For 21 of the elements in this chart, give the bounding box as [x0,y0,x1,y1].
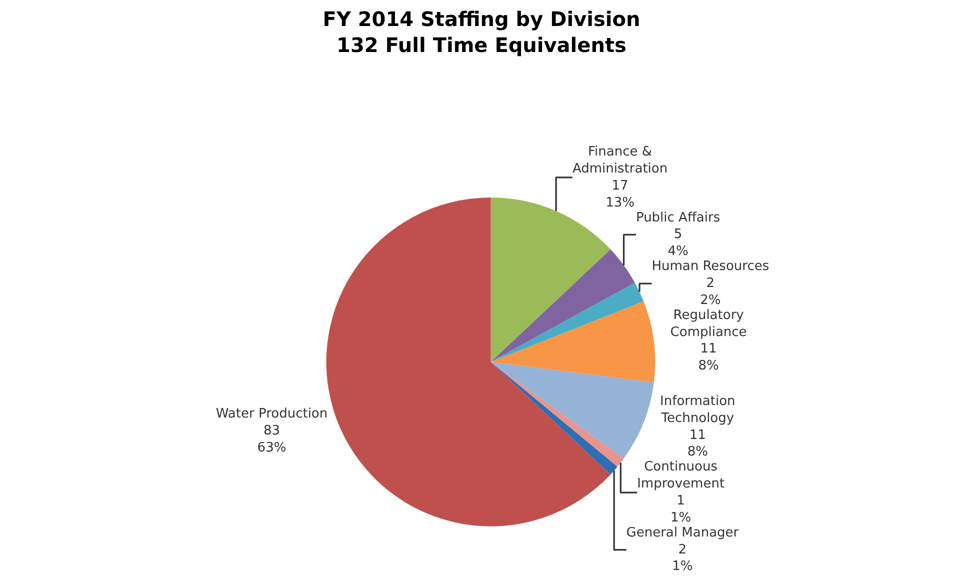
slice-label: Public Affairs [636,210,720,226]
slice-label: General Manager [626,525,740,540]
slice-label: Water Production [216,406,328,422]
slice-label: Finance & Administration [572,144,668,177]
pie-slice [490,282,644,362]
slice-label: Regulatory Compliance [670,308,747,340]
data-label: 2 2% [700,276,721,308]
data-label: 11 8% [687,428,708,460]
pie-slice [490,362,654,459]
slice-label: Human Resources [652,259,770,274]
pie-slice [490,249,635,362]
data-label: 1 1% [670,494,692,526]
data-label: 2 1% [672,542,693,574]
slice-label: Continuous Improvement [637,460,725,492]
data-label: 17 13% [606,178,634,210]
data-label: 5 4% [668,227,688,260]
data-label: 83 63% [257,424,286,456]
data-label: 11 8% [698,342,719,374]
pie-slice [490,301,656,383]
slice-label: Information Technology [660,394,736,426]
chart-title: FY 2014 Staffing by Division 132 Full Time Equivalents [322,7,640,58]
